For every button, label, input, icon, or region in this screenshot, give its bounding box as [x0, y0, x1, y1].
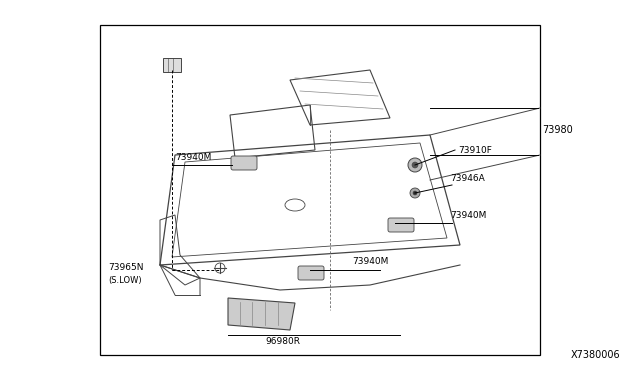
Text: 96980R: 96980R [265, 337, 300, 346]
Circle shape [410, 188, 420, 198]
Text: 73910F: 73910F [458, 145, 492, 154]
Text: 73940M: 73940M [175, 153, 211, 161]
Text: 73965N: 73965N [108, 263, 143, 273]
Polygon shape [228, 298, 295, 330]
Circle shape [412, 162, 418, 168]
Bar [100, 25, 540, 355]
Text: 73940M: 73940M [352, 257, 388, 266]
Text: 73946A: 73946A [450, 173, 484, 183]
Text: X7380006: X7380006 [570, 350, 620, 360]
Text: 73980: 73980 [542, 125, 573, 135]
Text: 73940M: 73940M [450, 211, 486, 219]
Text: (S.LOW): (S.LOW) [108, 276, 141, 285]
FancyBboxPatch shape [298, 266, 324, 280]
Bar [163, 58, 181, 72]
FancyBboxPatch shape [231, 156, 257, 170]
FancyBboxPatch shape [388, 218, 414, 232]
Circle shape [413, 191, 417, 195]
Circle shape [408, 158, 422, 172]
